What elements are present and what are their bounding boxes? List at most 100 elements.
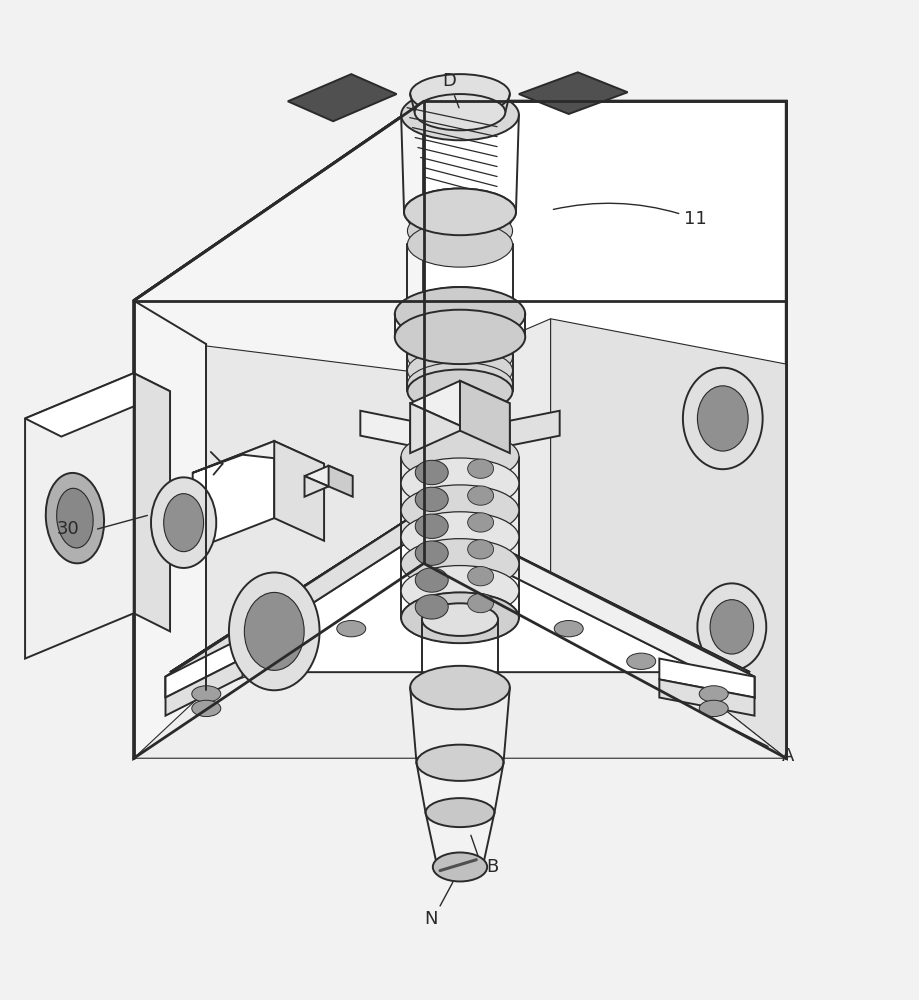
Ellipse shape (626, 653, 655, 669)
Ellipse shape (698, 686, 728, 702)
Ellipse shape (151, 477, 216, 568)
Polygon shape (206, 346, 424, 690)
Polygon shape (165, 509, 424, 698)
Ellipse shape (407, 362, 512, 406)
Ellipse shape (244, 592, 304, 670)
Ellipse shape (403, 189, 516, 235)
Ellipse shape (407, 208, 512, 254)
Polygon shape (460, 381, 509, 453)
Polygon shape (192, 441, 274, 550)
Ellipse shape (57, 488, 93, 548)
Ellipse shape (407, 222, 512, 267)
Ellipse shape (414, 514, 448, 538)
Polygon shape (509, 411, 559, 446)
Polygon shape (170, 509, 749, 672)
Ellipse shape (401, 512, 518, 563)
Ellipse shape (467, 593, 493, 613)
Ellipse shape (394, 287, 525, 341)
Polygon shape (659, 679, 754, 716)
Polygon shape (25, 373, 133, 659)
Ellipse shape (401, 90, 518, 140)
Ellipse shape (401, 485, 518, 536)
Polygon shape (424, 101, 786, 758)
Ellipse shape (401, 458, 518, 509)
Ellipse shape (401, 566, 518, 616)
Polygon shape (274, 441, 323, 541)
Ellipse shape (410, 74, 509, 114)
Polygon shape (133, 101, 424, 758)
Polygon shape (410, 381, 509, 426)
Ellipse shape (698, 700, 728, 717)
Polygon shape (25, 373, 170, 437)
Polygon shape (328, 466, 352, 497)
Polygon shape (133, 572, 786, 758)
Ellipse shape (164, 494, 203, 552)
Ellipse shape (414, 541, 448, 565)
Polygon shape (424, 101, 786, 758)
Text: B: B (486, 858, 498, 876)
Ellipse shape (682, 368, 762, 469)
Ellipse shape (709, 600, 753, 654)
Ellipse shape (401, 592, 518, 643)
Ellipse shape (467, 513, 493, 532)
Polygon shape (424, 101, 786, 758)
Ellipse shape (422, 603, 497, 636)
Ellipse shape (394, 310, 525, 364)
Ellipse shape (414, 568, 448, 592)
Text: N: N (424, 910, 437, 928)
Polygon shape (165, 659, 243, 716)
Ellipse shape (697, 386, 747, 451)
Ellipse shape (467, 486, 493, 505)
Polygon shape (360, 411, 410, 446)
Polygon shape (424, 509, 754, 698)
Ellipse shape (407, 349, 512, 392)
Ellipse shape (414, 94, 505, 130)
Ellipse shape (410, 666, 509, 709)
Ellipse shape (407, 370, 512, 413)
Ellipse shape (407, 335, 512, 379)
Ellipse shape (46, 473, 104, 563)
Ellipse shape (416, 745, 503, 781)
Ellipse shape (414, 595, 448, 619)
Polygon shape (518, 72, 627, 114)
Polygon shape (550, 319, 786, 758)
Ellipse shape (401, 431, 518, 482)
Ellipse shape (407, 195, 512, 240)
Polygon shape (424, 319, 550, 572)
Ellipse shape (414, 460, 448, 485)
Polygon shape (304, 476, 328, 497)
Polygon shape (133, 373, 170, 631)
Polygon shape (133, 101, 786, 301)
Polygon shape (659, 659, 754, 698)
Polygon shape (133, 101, 424, 758)
Polygon shape (304, 466, 352, 486)
Ellipse shape (191, 700, 221, 717)
Ellipse shape (264, 653, 293, 669)
Polygon shape (165, 638, 243, 698)
Ellipse shape (553, 621, 583, 637)
Ellipse shape (401, 539, 518, 589)
Text: 30: 30 (57, 520, 80, 538)
Polygon shape (133, 101, 786, 301)
Ellipse shape (467, 567, 493, 586)
Polygon shape (192, 441, 323, 473)
Text: D: D (442, 72, 459, 108)
Ellipse shape (467, 540, 493, 559)
Ellipse shape (697, 583, 766, 670)
Ellipse shape (467, 459, 493, 478)
Ellipse shape (414, 487, 448, 512)
Ellipse shape (407, 287, 512, 332)
Polygon shape (165, 509, 754, 698)
Ellipse shape (425, 798, 494, 827)
Text: A: A (781, 747, 793, 765)
Ellipse shape (432, 852, 487, 881)
Ellipse shape (401, 592, 518, 643)
Polygon shape (410, 403, 460, 453)
Ellipse shape (403, 189, 516, 235)
Ellipse shape (336, 621, 366, 637)
Polygon shape (170, 509, 749, 672)
Ellipse shape (191, 686, 221, 702)
Polygon shape (288, 74, 396, 121)
Ellipse shape (422, 669, 497, 702)
Ellipse shape (229, 572, 319, 690)
